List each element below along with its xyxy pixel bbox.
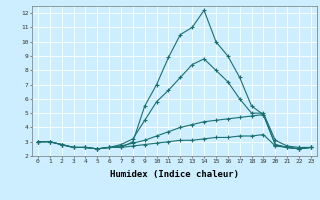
X-axis label: Humidex (Indice chaleur): Humidex (Indice chaleur) xyxy=(110,170,239,179)
